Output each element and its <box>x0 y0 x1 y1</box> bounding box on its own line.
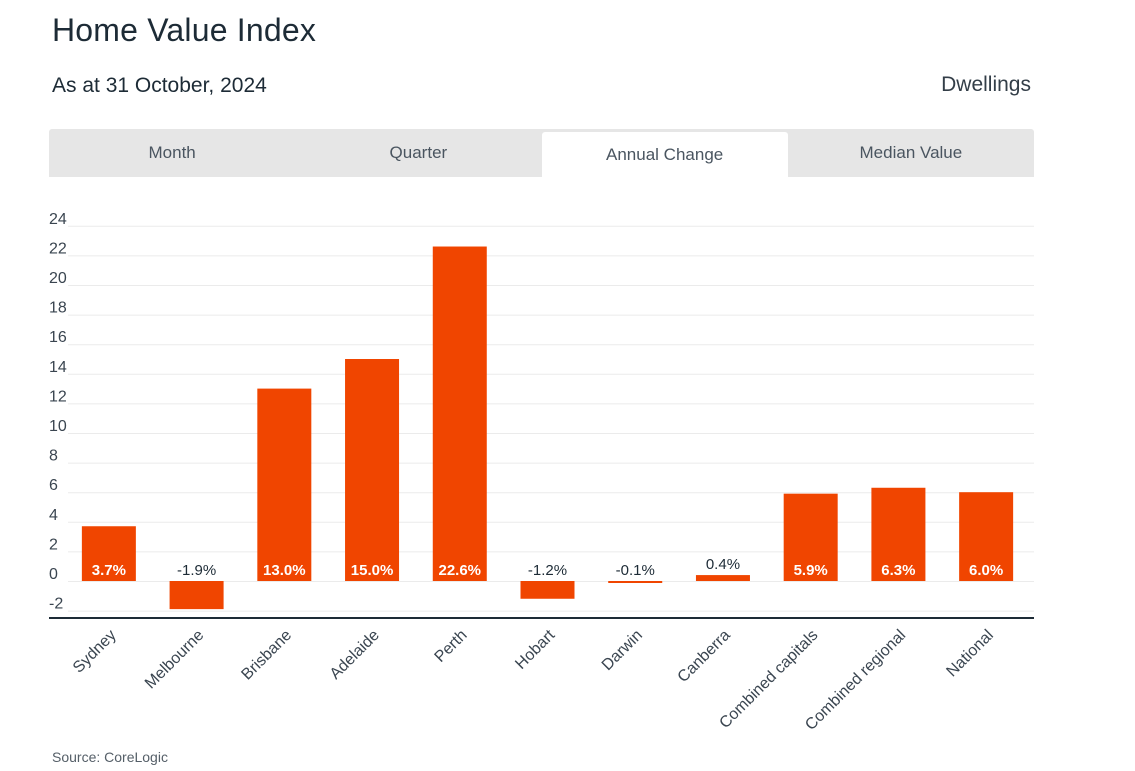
data-label: -1.2% <box>528 562 567 579</box>
tab-median-value[interactable]: Median Value <box>859 143 963 162</box>
tab-month[interactable]: Month <box>148 143 196 162</box>
bar <box>608 581 663 583</box>
y-tick-label: 12 <box>49 388 67 405</box>
y-tick-label: 4 <box>49 507 58 524</box>
data-label: -1.9% <box>177 562 216 579</box>
x-tick-label: Adelaide <box>327 627 383 683</box>
y-tick-label: 20 <box>49 270 67 287</box>
data-label: 5.9% <box>794 562 828 579</box>
y-tick-label: 8 <box>49 448 58 465</box>
dwellings-label: Dwellings <box>941 73 1031 96</box>
bar <box>695 575 750 581</box>
tab-quarter[interactable]: Quarter <box>389 143 448 162</box>
bar <box>871 487 926 581</box>
data-label: 15.0% <box>351 562 394 579</box>
data-label: 3.7% <box>92 562 126 579</box>
bar <box>959 492 1014 581</box>
bar <box>432 246 487 581</box>
date-subtitle: As at 31 October, 2024 <box>52 74 267 97</box>
source-note: Source: CoreLogic <box>52 749 168 765</box>
y-tick-label: 6 <box>49 477 58 494</box>
y-tick-label: 10 <box>49 418 67 435</box>
bar <box>81 526 136 581</box>
bar <box>345 359 400 581</box>
page-title: Home Value Index <box>52 12 317 48</box>
y-tick-label: 0 <box>49 566 58 583</box>
y-tick-label: 14 <box>49 359 67 376</box>
tab-annual-change[interactable]: Annual Change <box>541 132 788 177</box>
x-tick-label: Combined regional <box>802 627 909 734</box>
x-tick-label: Canberra <box>675 627 734 686</box>
bar <box>520 581 575 599</box>
y-tick-label: 22 <box>49 240 67 257</box>
data-label: 22.6% <box>438 562 481 579</box>
data-label: 13.0% <box>263 562 306 579</box>
bar <box>169 581 224 610</box>
y-tick-label: 18 <box>49 300 67 317</box>
x-tick-label: Hobart <box>512 626 558 672</box>
y-tick-label: 16 <box>49 329 67 346</box>
x-tick-label: Darwin <box>599 627 646 674</box>
x-tick-label: Perth <box>432 627 471 666</box>
y-tick-label: -2 <box>49 596 63 613</box>
bar <box>783 493 838 581</box>
y-tick-label: 24 <box>49 211 67 228</box>
data-label: 6.3% <box>881 562 915 579</box>
data-label: 6.0% <box>969 562 1003 579</box>
x-tick-label: Sydney <box>70 627 120 677</box>
x-tick-label: Combined capitals <box>716 627 821 732</box>
x-tick-label: National <box>943 627 997 681</box>
tab-bar: Month Quarter Annual Change Median Value <box>49 129 1034 177</box>
x-tick-label: Melbourne <box>142 627 208 693</box>
bar <box>257 388 312 581</box>
data-label: 0.4% <box>706 556 740 573</box>
y-tick-label: 2 <box>49 536 58 553</box>
x-tick-label: Brisbane <box>238 627 295 684</box>
data-label: -0.1% <box>616 562 655 579</box>
